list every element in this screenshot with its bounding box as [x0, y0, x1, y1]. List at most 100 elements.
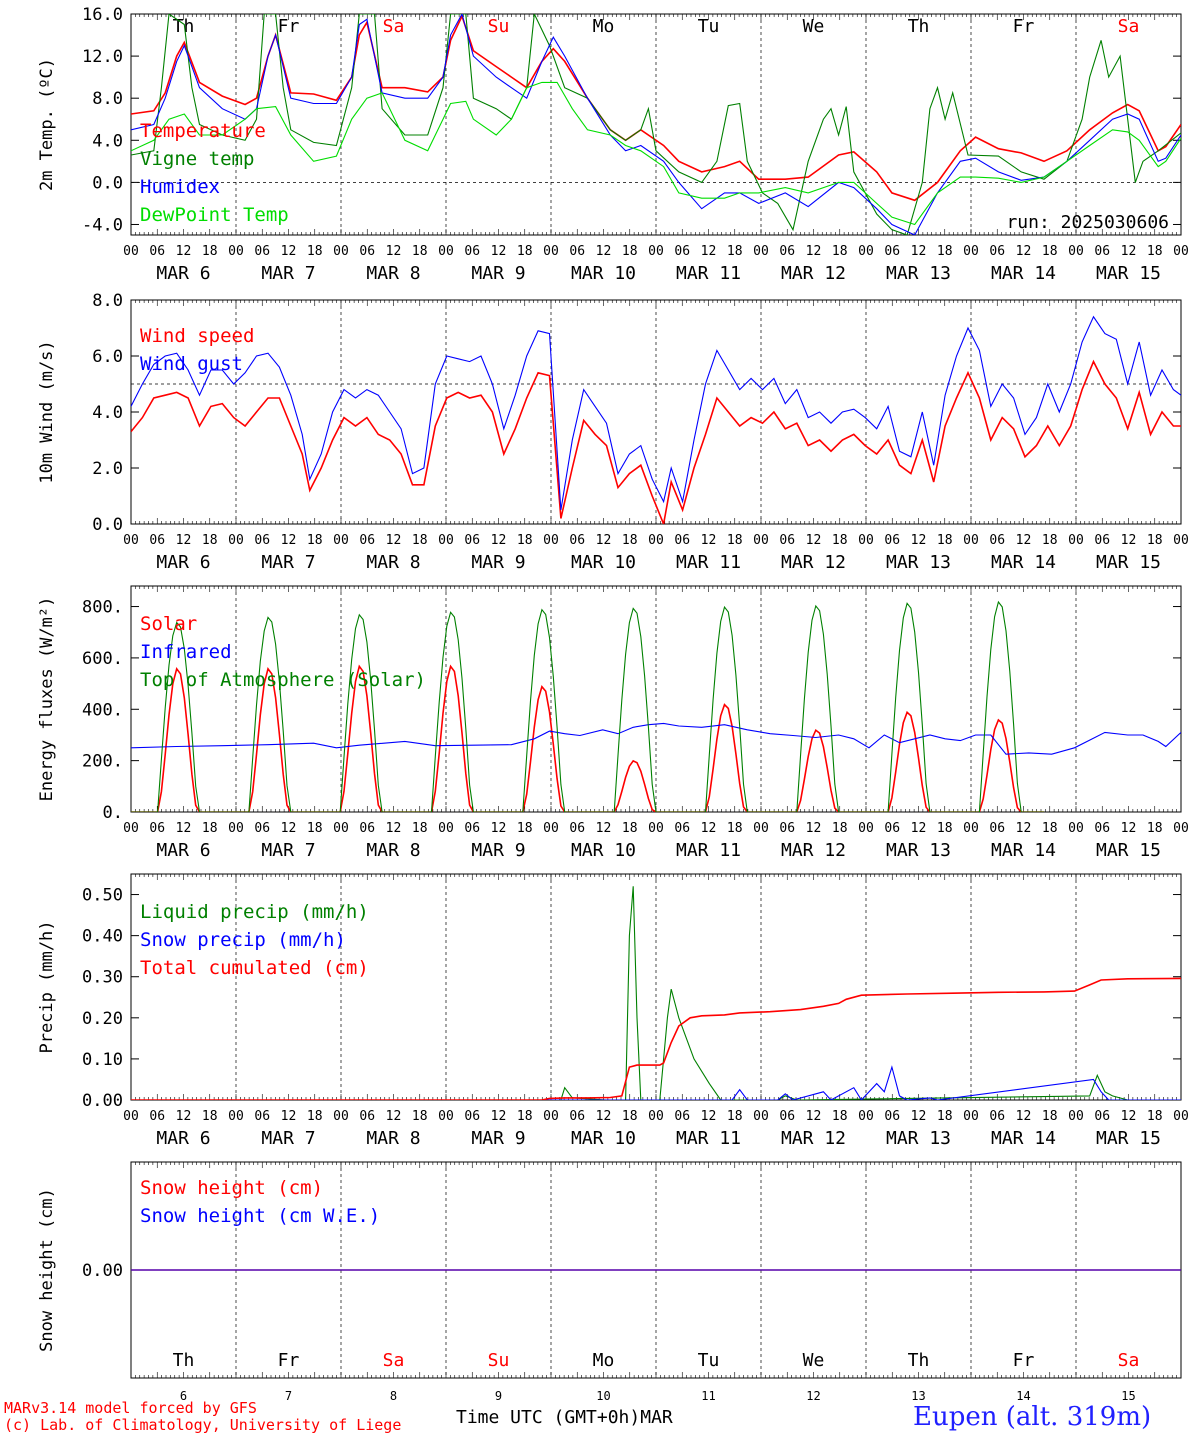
x-hour-label: 18	[202, 244, 218, 259]
x-hour-label: 00	[543, 1109, 559, 1124]
x-hour-label: 12	[596, 1109, 612, 1124]
series-line-humidex	[131, 14, 1181, 235]
x-hour-label: 18	[307, 1109, 323, 1124]
x-hour-label: 12	[1016, 1109, 1032, 1124]
panel-snow: 0.00 Snow height (cm) Th 6 Fr 7 Sa 8 Su 9 Mo 10 Tu 11…	[37, 1161, 1182, 1403]
x-hour-label: 18	[1042, 244, 1058, 259]
legend-entry: Temperature	[140, 120, 266, 142]
x-date-label: MAR 12	[781, 1128, 846, 1149]
x-hour-label: 12	[1121, 1109, 1137, 1124]
x-date-label: MAR 10	[571, 552, 636, 573]
y-tick-label: 0.0	[92, 515, 123, 535]
x-date-label: MAR 10	[571, 840, 636, 861]
legend-entry: Solar	[140, 613, 197, 635]
y-tick-label: 0.00	[82, 1091, 123, 1111]
x-hour-label: 06	[569, 821, 585, 836]
x-hour-label: 06	[149, 1109, 165, 1124]
legend-entry: Snow height (cm)	[140, 1177, 323, 1199]
x-hour-label: 06	[569, 1109, 585, 1124]
x-hour-label: 00	[228, 244, 244, 259]
day-name: Fr	[1013, 1350, 1035, 1371]
x-hour-label: 06	[989, 1109, 1005, 1124]
x-hour-label: 00	[858, 244, 874, 259]
x-hour-label: 00	[543, 821, 559, 836]
day-name: Su	[488, 16, 510, 37]
y-tick-label: 0.20	[82, 1009, 123, 1029]
y-tick-label: 0.	[103, 803, 123, 823]
series-group	[131, 14, 1181, 235]
x-hour-label: 12	[911, 244, 927, 259]
y-tick-label: -4.0	[82, 215, 123, 235]
x-hour-label: 18	[937, 1109, 953, 1124]
x-hour-label: 12	[386, 244, 402, 259]
x-hour-label: 12	[701, 244, 717, 259]
panel-precip: 0.50 0.40 0.30 0.20 0.10 0.00 Precip (mm/h) 00 0…	[37, 873, 1189, 1149]
xlabel-text: Time UTC (GMT+0h)	[456, 1407, 641, 1428]
x-date-label: MAR 8	[366, 840, 420, 861]
day-name: We	[803, 1350, 825, 1371]
legend-entry: Wind speed	[140, 325, 254, 347]
x-hour-label: 12	[1121, 244, 1137, 259]
series-line-wind-speed	[131, 359, 1181, 524]
series-group	[131, 315, 1181, 524]
x-hour-label: 12	[176, 533, 192, 548]
x-hour-label: 06	[464, 1109, 480, 1124]
x-hour-label: 12	[701, 1109, 717, 1124]
x-date-label: MAR 13	[886, 1128, 951, 1149]
day-number: 14	[1016, 1389, 1030, 1403]
day-number: 10	[596, 1389, 610, 1403]
day-name: Sa	[1118, 16, 1140, 37]
x-hour-label: 06	[674, 1109, 690, 1124]
x-date-label: MAR 14	[991, 552, 1056, 573]
day-name: Sa	[383, 16, 405, 37]
panel-wind: 8.0 6.0 4.0 2.0 0.0 10m Wind (m/s) 00 06 12 18 MAR…	[37, 291, 1189, 573]
x-hour-label: 12	[176, 821, 192, 836]
x-date-label: MAR 11	[676, 552, 741, 573]
x-hour-label: 12	[806, 244, 822, 259]
y-tick-label: 0.30	[82, 968, 123, 988]
day-number: 11	[701, 1389, 715, 1403]
x-hour-label: 12	[806, 1109, 822, 1124]
series-line-dewpoint-temp	[131, 81, 1181, 226]
day-name: Th	[173, 1350, 195, 1371]
day-name: Mo	[593, 1350, 615, 1371]
x-hour-label: 06	[779, 533, 795, 548]
x-hour-label: 00	[858, 821, 874, 836]
series-line-vigne-temp	[131, 14, 1181, 235]
x-hour-label: 18	[1042, 533, 1058, 548]
x-hour-label: 06	[254, 244, 270, 259]
day-name: Tu	[698, 1350, 720, 1371]
x-hour-label: 00	[753, 821, 769, 836]
x-date-label: MAR 12	[781, 263, 846, 284]
x-date-label: MAR 13	[886, 840, 951, 861]
y-tick-label: 8.0	[92, 291, 123, 311]
x-hour-label: 18	[517, 533, 533, 548]
day-name: Th	[908, 1350, 930, 1371]
x-hour-label: 18	[1147, 821, 1163, 836]
x-date-label: MAR 7	[261, 840, 315, 861]
day-name: Sa	[383, 1350, 405, 1371]
legend-entry: Total cumulated (cm)	[140, 957, 369, 979]
x-hour-label: 12	[806, 821, 822, 836]
day-number: 6	[180, 1389, 187, 1403]
x-hour-label: 18	[517, 1109, 533, 1124]
legend-entry: Vigne temp	[140, 148, 254, 170]
x-hour-label: 18	[727, 821, 743, 836]
x-hour-label: 12	[596, 244, 612, 259]
x-hour-label: 06	[149, 821, 165, 836]
x-hour-label: 06	[464, 244, 480, 259]
x-hour-label: 00	[963, 821, 979, 836]
model-text: MARv3.14 model forced by GFS	[4, 1399, 257, 1417]
x-hour-label: 06	[149, 533, 165, 548]
credit-text: (c) Lab. of Climatology, University of L…	[4, 1416, 402, 1434]
x-hour-label: 06	[884, 821, 900, 836]
day-name: Th	[908, 16, 930, 37]
x-hour-label: 00	[963, 533, 979, 548]
x-hour-label: 18	[202, 1109, 218, 1124]
day-number: 9	[495, 1389, 502, 1403]
x-date-label: MAR 10	[571, 263, 636, 284]
x-hour-label: 00	[753, 244, 769, 259]
x-hour-label: 06	[569, 244, 585, 259]
x-date-label: MAR 7	[261, 1128, 315, 1149]
y-tick-label: 4.0	[92, 403, 123, 423]
